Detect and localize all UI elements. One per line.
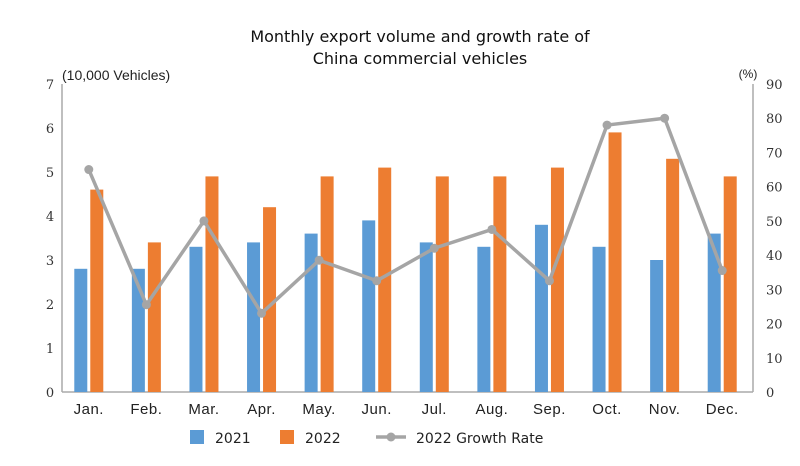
- line-growth-rate: [87, 116, 724, 316]
- bar-2022: [435, 176, 449, 392]
- line-point: [314, 255, 324, 265]
- right-tick-label: 70: [766, 146, 783, 161]
- right-tick-label: 30: [766, 283, 783, 298]
- x-tick-label: Nov.: [649, 401, 681, 418]
- x-tick-label: Aug.: [475, 401, 508, 418]
- bar-2021: [592, 246, 606, 392]
- bar-2022: [320, 176, 334, 392]
- x-tick-label: Jul.: [422, 401, 447, 418]
- left-tick-label: 4: [46, 210, 54, 225]
- right-tick-label: 80: [766, 112, 783, 127]
- x-tick-label: Dec.: [706, 401, 739, 418]
- left-tick-label: 2: [46, 298, 54, 313]
- bar-2022: [550, 167, 564, 392]
- legend-swatch-2022: [280, 430, 294, 444]
- bar-2021: [650, 260, 664, 392]
- legend-label: 2022 Growth Rate: [416, 431, 543, 447]
- line-point: [429, 243, 439, 253]
- bar-2021: [304, 233, 318, 392]
- line-point: [141, 300, 151, 310]
- right-tick-label: 0: [766, 386, 774, 401]
- bar-2021: [131, 268, 145, 392]
- right-tick-label: 50: [766, 215, 783, 230]
- bar-2022: [147, 242, 161, 392]
- line-point: [660, 113, 670, 123]
- left-tick-label: 3: [46, 254, 54, 269]
- right-axis-unit-label: (%): [739, 67, 758, 81]
- bar-2022: [608, 132, 622, 392]
- bar-2021: [247, 242, 261, 392]
- right-tick-label: 60: [766, 181, 783, 196]
- line-point: [257, 308, 267, 318]
- bar-2022: [263, 207, 277, 392]
- bar-2021: [419, 242, 433, 392]
- legend-swatch-marker: [386, 432, 396, 442]
- line-point: [544, 276, 554, 286]
- x-tick-label: May.: [302, 401, 335, 418]
- line-point: [372, 276, 382, 286]
- x-tick-label: Oct.: [592, 401, 622, 418]
- bar-2021: [707, 233, 721, 392]
- left-axis-unit-label: (10,000 Vehicles): [62, 67, 170, 83]
- line-point: [717, 266, 727, 276]
- chart-title-line-2: China commercial vehicles: [313, 49, 528, 68]
- right-tick-label: 20: [766, 318, 783, 333]
- right-tick-label: 90: [766, 78, 783, 93]
- line-point: [84, 165, 94, 175]
- legend-label: 2022: [305, 431, 341, 447]
- x-tick-label: Mar.: [188, 401, 219, 418]
- x-tick-label: Apr.: [247, 401, 276, 418]
- bar-2021: [477, 246, 491, 392]
- line-point: [487, 224, 497, 234]
- x-tick-label: Jun.: [362, 401, 392, 418]
- legend: 2021 2022 2022 Growth Rate: [190, 430, 543, 447]
- left-tick-label: 6: [46, 122, 54, 137]
- right-tick-label: 40: [766, 249, 783, 264]
- legend-swatch-2021: [190, 430, 204, 444]
- left-tick-label: 5: [46, 166, 54, 181]
- bar-2022: [493, 176, 507, 392]
- x-tick-label: Feb.: [130, 401, 162, 418]
- x-tick-label: Jan.: [74, 401, 104, 418]
- bar-2022: [205, 176, 219, 392]
- legend-label: 2021: [215, 431, 251, 447]
- bar-2022: [90, 189, 104, 392]
- chart-title-line-1: Monthly export volume and growth rate of: [250, 27, 590, 46]
- bar-2022: [723, 176, 737, 392]
- line-point: [602, 120, 612, 130]
- left-tick-label: 7: [46, 78, 54, 93]
- bar-2021: [362, 220, 376, 392]
- bar-2022: [378, 167, 392, 392]
- left-tick-label: 0: [46, 386, 54, 401]
- right-tick-label: 10: [766, 352, 783, 367]
- x-tick-label: Sep.: [533, 401, 566, 418]
- bar-2021: [534, 224, 548, 392]
- bar-2022: [666, 158, 680, 392]
- line-point: [199, 216, 209, 226]
- left-tick-label: 1: [46, 342, 54, 357]
- bar-2021: [74, 268, 88, 392]
- bar-2021: [189, 246, 203, 392]
